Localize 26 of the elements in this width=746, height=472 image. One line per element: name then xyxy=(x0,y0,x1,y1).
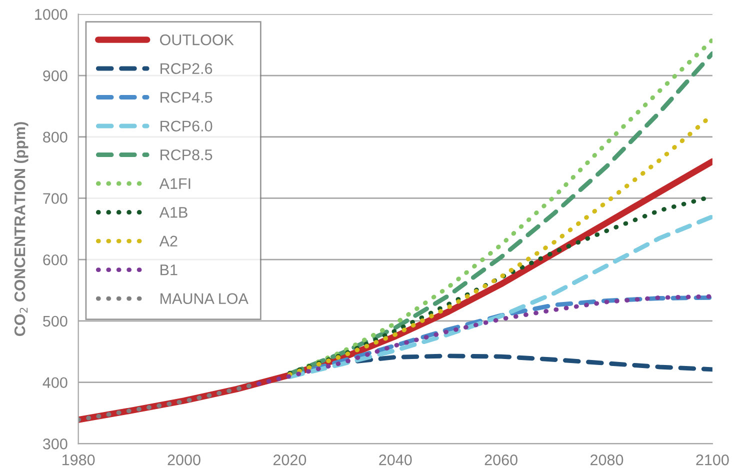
legend-label: MAUNA LOA xyxy=(160,293,248,304)
y-tick-label: 700 xyxy=(43,193,68,204)
x-tick-label: 2080 xyxy=(590,454,624,466)
y-tick-label: 400 xyxy=(42,377,68,388)
legend-label: RCP2.6 xyxy=(160,63,212,74)
x-tick-label: 1980 xyxy=(62,454,95,466)
legend-label: RCP4.5 xyxy=(160,92,212,103)
legend-label: A1FI xyxy=(159,178,190,189)
y-tick-label: 900 xyxy=(43,70,68,82)
y-tick-label: 500 xyxy=(43,316,68,327)
x-tick-label: 2020 xyxy=(273,454,306,466)
legend-label: A2 xyxy=(159,236,178,246)
y-axis-title: CO$_{2}$ CONCENTRATION (ppm) xyxy=(14,122,28,336)
x-tick-label: 2000 xyxy=(168,454,200,466)
legend-label: RCP8.5 xyxy=(160,149,212,160)
y-tick-label: 300 xyxy=(43,438,68,450)
legend-label: A1B xyxy=(159,207,188,218)
x-tick-label: 2060 xyxy=(484,454,518,466)
x-tick-label: 2100 xyxy=(696,454,729,466)
legend-label: B1 xyxy=(160,264,178,276)
legend-label: OUTLOOK xyxy=(160,34,234,46)
x-tick-label: 2040 xyxy=(379,454,412,466)
y-tick-label: 600 xyxy=(43,254,68,266)
legend-label: RCP6.0 xyxy=(160,120,212,132)
y-tick-label: 800 xyxy=(43,132,68,143)
y-tick-label: 1000 xyxy=(35,9,68,20)
